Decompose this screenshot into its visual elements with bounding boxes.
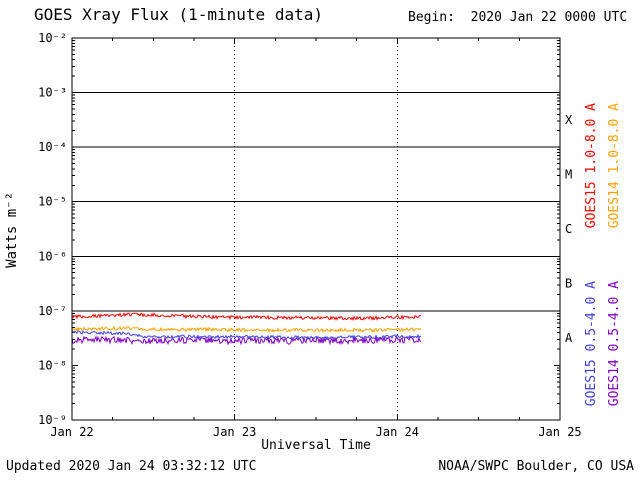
y-tick-label: 10⁻⁴ <box>38 140 67 154</box>
y-tick-label: 10⁻⁵ <box>38 195 67 209</box>
flux-class-letter: A <box>565 331 573 345</box>
legend-label-goes14-1-0-8-0-a: GOES14 1.0-8.0 A <box>607 103 622 229</box>
y-tick-label: 10⁻⁹ <box>38 413 67 427</box>
series-goes15-1-0-8-0-a <box>71 312 422 321</box>
flux-class-letter: M <box>565 167 572 181</box>
flux-class-letter: C <box>565 222 572 236</box>
y-tick-label: 10⁻² <box>38 31 67 45</box>
x-tick-label: Jan 24 <box>376 425 419 439</box>
x-tick-label: Jan 25 <box>538 425 581 439</box>
data-series <box>71 312 422 346</box>
y-tick-label: 10⁻⁷ <box>38 304 67 318</box>
x-tick-label: Jan 23 <box>213 425 256 439</box>
chart-title: GOES Xray Flux (1-minute data) <box>34 5 323 24</box>
series-goes14-1-0-8-0-a <box>71 325 422 334</box>
flux-class-letters: X M C B A <box>565 113 573 345</box>
begin-timestamp-label: Begin: 2020 Jan 22 0000 UTC <box>408 10 628 25</box>
axis-ticks <box>71 37 561 421</box>
gridlines <box>72 38 560 420</box>
y-tick-label: 10⁻⁸ <box>38 358 67 372</box>
credit-label: NOAA/SWPC Boulder, CO USA <box>438 459 634 474</box>
plot-border <box>71 37 561 421</box>
flux-class-letter: X <box>565 113 573 127</box>
legend-label-goes15-0-5-4-0-a: GOES15 0.5-4.0 A <box>584 281 599 407</box>
plot-box <box>71 37 561 421</box>
updated-timestamp: Updated 2020 Jan 24 03:32:12 UTC <box>6 459 257 474</box>
series-goes15-0-5-4-0-a <box>71 330 422 340</box>
legend-label-goes15-1-0-8-0-a: GOES15 1.0-8.0 A <box>584 103 599 229</box>
y-tick-label: 10⁻⁶ <box>38 249 67 263</box>
x-tick-label: Jan 22 <box>50 425 93 439</box>
flux-class-letter: B <box>565 277 572 291</box>
y-axis-label: Watts m⁻² <box>4 192 20 268</box>
series-goes14-0-5-4-0-a <box>71 335 422 346</box>
legend-label-goes14-0-5-4-0-a: GOES14 0.5-4.0 A <box>607 281 622 407</box>
y-tick-label: 10⁻³ <box>38 86 67 100</box>
x-axis-label: Universal Time <box>261 438 371 453</box>
